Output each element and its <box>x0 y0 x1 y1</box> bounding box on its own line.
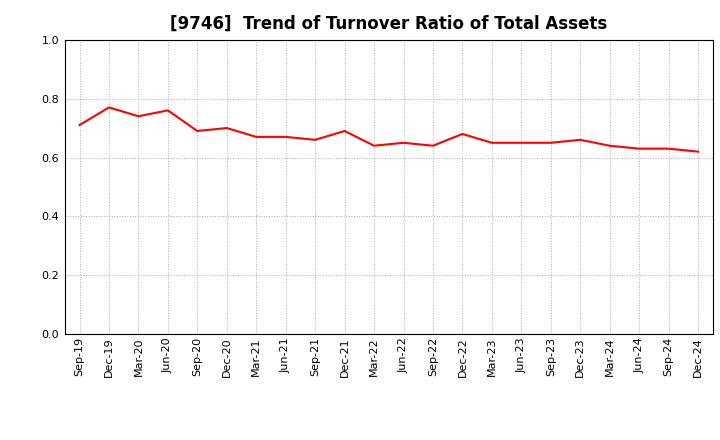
Title: [9746]  Trend of Turnover Ratio of Total Assets: [9746] Trend of Turnover Ratio of Total … <box>170 15 608 33</box>
